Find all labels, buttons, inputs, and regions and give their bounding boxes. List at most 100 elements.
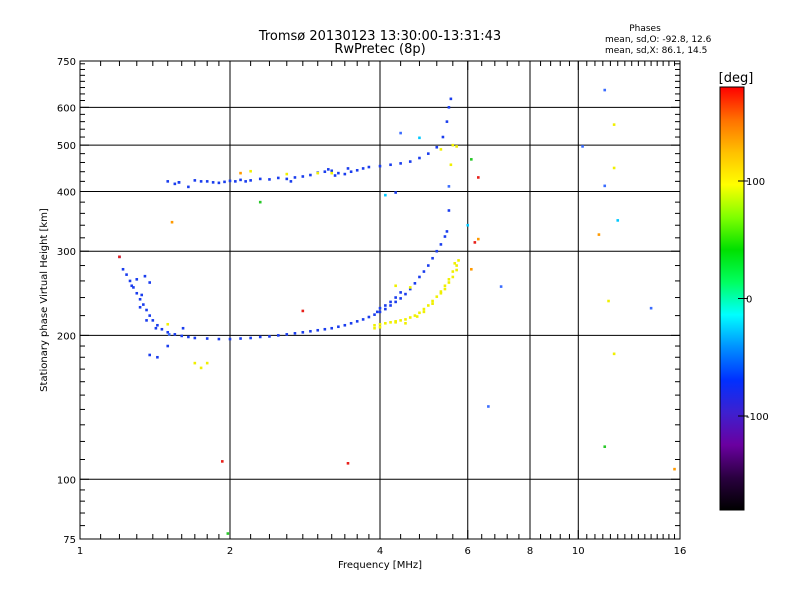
data-point bbox=[435, 249, 439, 253]
data-point bbox=[422, 307, 426, 311]
data-point bbox=[244, 180, 247, 183]
data-point bbox=[285, 177, 289, 181]
data-point bbox=[612, 123, 616, 126]
data-point bbox=[293, 176, 297, 179]
data-point bbox=[394, 300, 397, 304]
data-point bbox=[455, 268, 458, 272]
data-point bbox=[399, 162, 402, 165]
data-point bbox=[343, 323, 347, 327]
data-point bbox=[477, 237, 480, 241]
data-point bbox=[439, 243, 443, 246]
data-point bbox=[276, 334, 280, 337]
data-point bbox=[355, 320, 359, 323]
data-point bbox=[373, 313, 376, 316]
data-point bbox=[375, 310, 379, 314]
data-point bbox=[603, 88, 607, 92]
data-point bbox=[399, 297, 402, 300]
data-point bbox=[316, 171, 320, 175]
data-point bbox=[394, 191, 397, 194]
data-point bbox=[603, 445, 607, 448]
data-point bbox=[415, 315, 419, 318]
colorbar-ticks: -100 0 100 bbox=[738, 177, 769, 423]
colorbar-tick-label: -100 bbox=[746, 412, 769, 423]
data-point bbox=[418, 136, 421, 140]
data-point bbox=[473, 241, 477, 244]
data-point bbox=[418, 311, 421, 315]
data-point bbox=[285, 333, 289, 336]
data-point bbox=[389, 321, 392, 324]
data-point bbox=[361, 318, 365, 321]
data-point bbox=[156, 323, 159, 327]
chart-subtitle: RwPretec (8p) bbox=[334, 42, 425, 57]
y-tick-label: 300 bbox=[57, 247, 76, 258]
data-point bbox=[477, 176, 480, 179]
data-point bbox=[234, 180, 237, 183]
data-point bbox=[389, 163, 392, 167]
data-point bbox=[199, 366, 203, 370]
data-point bbox=[148, 281, 152, 284]
data-point bbox=[435, 145, 439, 149]
data-point bbox=[443, 235, 447, 238]
data-point bbox=[384, 321, 387, 325]
data-point bbox=[140, 293, 144, 297]
data-point bbox=[166, 344, 170, 348]
data-point bbox=[413, 314, 417, 317]
data-point bbox=[451, 275, 455, 279]
data-point bbox=[228, 179, 232, 183]
y-tick-label: 750 bbox=[57, 57, 76, 68]
data-point bbox=[337, 325, 340, 329]
data-point bbox=[301, 330, 305, 334]
data-point bbox=[309, 329, 312, 333]
data-point bbox=[323, 170, 327, 174]
data-point bbox=[378, 164, 382, 168]
data-point bbox=[447, 209, 451, 212]
data-point bbox=[239, 178, 242, 182]
data-point bbox=[125, 273, 128, 276]
data-point bbox=[384, 304, 387, 307]
y-tick-label: 75 bbox=[63, 535, 76, 546]
data-point bbox=[487, 405, 490, 408]
data-point bbox=[399, 291, 402, 294]
data-point bbox=[408, 160, 412, 163]
data-point bbox=[148, 314, 152, 317]
y-tick-label: 600 bbox=[57, 103, 76, 114]
data-point bbox=[249, 336, 252, 340]
data-point bbox=[199, 180, 203, 183]
data-point bbox=[220, 460, 224, 463]
data-point bbox=[138, 297, 142, 301]
y-tick-label: 500 bbox=[57, 141, 76, 152]
data-point bbox=[154, 326, 158, 330]
data-point bbox=[148, 353, 152, 357]
data-point bbox=[173, 333, 177, 336]
data-point bbox=[404, 292, 407, 296]
data-point bbox=[431, 256, 434, 260]
stats-x-line: mean, sd,X: 86.1, 14.5 bbox=[605, 46, 707, 56]
data-point bbox=[607, 299, 610, 303]
data-points bbox=[118, 88, 676, 535]
data-point bbox=[301, 309, 305, 313]
data-point bbox=[408, 287, 412, 291]
data-point bbox=[378, 325, 382, 329]
data-point bbox=[451, 270, 455, 273]
data-point bbox=[404, 318, 407, 321]
data-point bbox=[499, 285, 503, 288]
data-point bbox=[418, 156, 421, 160]
data-point bbox=[239, 337, 242, 340]
data-point bbox=[445, 120, 449, 123]
data-point bbox=[355, 168, 359, 172]
data-point bbox=[309, 173, 312, 177]
x-tick-label: 6 bbox=[465, 546, 471, 557]
data-point bbox=[349, 170, 353, 174]
data-point bbox=[447, 106, 451, 109]
data-point bbox=[361, 167, 365, 170]
data-point bbox=[138, 305, 142, 309]
data-point bbox=[323, 327, 327, 331]
data-point bbox=[349, 321, 353, 325]
data-point bbox=[177, 181, 181, 184]
colorbar-label: [deg] bbox=[719, 71, 754, 86]
data-point bbox=[431, 302, 434, 305]
data-point bbox=[135, 278, 139, 281]
data-point bbox=[187, 335, 190, 339]
data-point bbox=[394, 296, 397, 299]
data-point bbox=[447, 281, 451, 284]
